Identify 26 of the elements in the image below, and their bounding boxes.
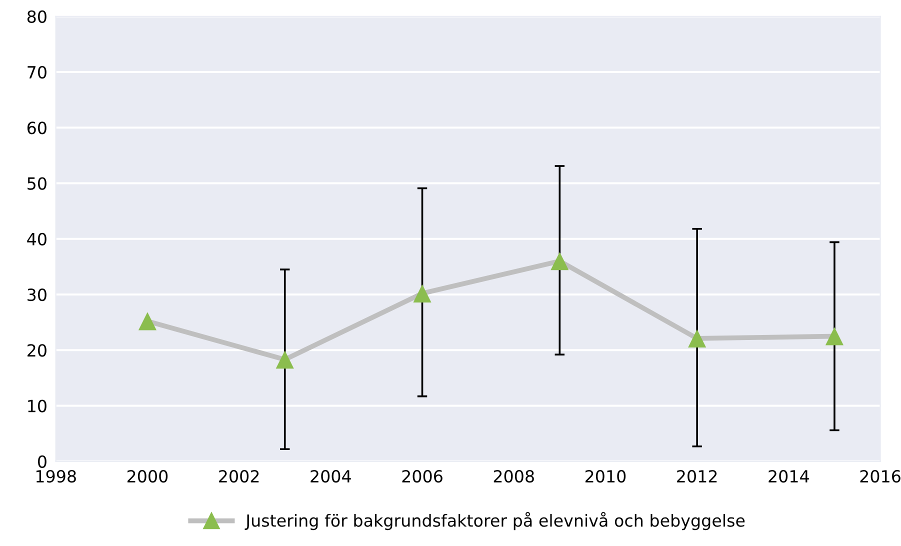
y-tick-label: 60: [27, 122, 46, 134]
point: [825, 327, 844, 346]
y-tick-label: 20: [28, 344, 46, 357]
y-tick-label: 70: [28, 66, 46, 79]
y-tick-label: 10: [28, 400, 46, 412]
point: [688, 329, 706, 348]
point: [550, 252, 569, 270]
y-tick-label: 30: [28, 288, 46, 302]
x-tick-label: 2008: [494, 470, 534, 483]
point: [138, 312, 157, 330]
y-tick-label: 50: [28, 177, 46, 190]
y-tick-label: 40: [27, 232, 46, 246]
x-tick-label: 2010: [585, 470, 626, 483]
x-tick-label: 2006: [402, 470, 442, 483]
point: [276, 350, 294, 369]
x-tick-label: 2016: [860, 470, 900, 483]
x-tick-label: 2012: [677, 470, 717, 483]
x-tick-label: 2004: [310, 470, 351, 483]
x-tick-label: 2000: [127, 470, 168, 483]
x-tick-label: 1998: [36, 470, 76, 483]
y-tick-label: 80: [27, 10, 46, 23]
legend-label: Justering för bakgrundsfaktorer på elevnivå och bebyggelse: [244, 512, 745, 530]
point: [413, 284, 432, 302]
x-tick-label: 2002: [219, 470, 259, 483]
x-tick-label: 2014: [768, 470, 809, 483]
y-tick-label: 0: [38, 455, 46, 468]
